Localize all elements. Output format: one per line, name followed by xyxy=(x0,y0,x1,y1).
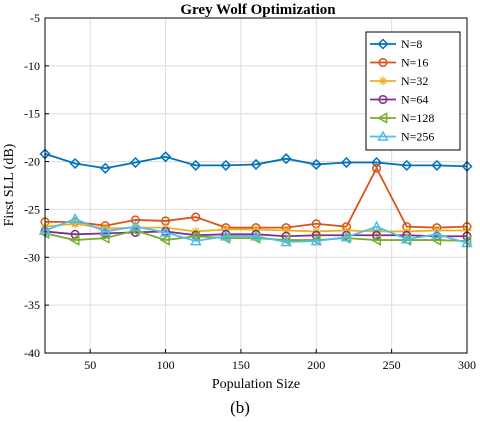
data-point xyxy=(69,234,80,246)
x-tick-label: 50 xyxy=(84,358,96,372)
plot-frame xyxy=(44,17,468,354)
legend-label: N=128 xyxy=(401,111,434,125)
data-point xyxy=(280,153,292,165)
legend-marker xyxy=(378,94,388,105)
x-tick-label: 300 xyxy=(458,358,476,372)
data-point xyxy=(220,159,232,171)
y-tick-label: -35 xyxy=(24,298,40,312)
series-line xyxy=(44,229,468,242)
legend-label: N=16 xyxy=(401,56,428,70)
y-tick-label: -10 xyxy=(24,59,40,73)
legend-label: N=8 xyxy=(401,37,422,51)
y-tick-label: -5 xyxy=(30,11,40,25)
data-point xyxy=(340,231,353,242)
x-tick-label: 200 xyxy=(307,358,325,372)
legend: N=8 N=16 N=32 N=64 N=128 N=256 xyxy=(365,31,461,151)
data-point xyxy=(99,232,110,244)
legend-marker xyxy=(377,38,389,50)
data-point xyxy=(129,220,142,232)
legend-box xyxy=(365,31,461,151)
data-point xyxy=(401,159,413,171)
data-point xyxy=(99,162,111,174)
y-tick-label: -25 xyxy=(24,202,40,216)
data-point xyxy=(340,156,352,169)
x-axis: 50 100 150 200 250 300 xyxy=(84,349,476,372)
data-point xyxy=(370,234,381,246)
data-point xyxy=(159,234,170,246)
data-point xyxy=(70,219,80,229)
x-tick-label: 100 xyxy=(157,358,175,372)
data-point xyxy=(400,233,413,244)
y-tick-label: -15 xyxy=(24,107,40,121)
legend-entry: N=64 xyxy=(370,93,428,107)
y-axis-label: First SLL (dB) xyxy=(2,143,17,226)
data-point xyxy=(191,212,201,222)
data-point xyxy=(129,156,141,169)
series-line xyxy=(44,218,468,244)
chart-title: Grey Wolf Optimization xyxy=(180,2,336,18)
data-point xyxy=(69,212,81,224)
x-axis-label: Population Size xyxy=(212,377,300,392)
data-point xyxy=(431,228,443,239)
data-point xyxy=(310,158,322,171)
data-point xyxy=(159,226,172,237)
data-point xyxy=(310,234,323,246)
y-tick-label: -40 xyxy=(24,346,40,360)
legend-entry: N=256 xyxy=(370,130,434,144)
y-tick-label: -20 xyxy=(24,155,40,169)
legend-marker xyxy=(378,76,388,86)
data-point xyxy=(99,225,112,236)
data-point xyxy=(190,159,202,171)
data-point xyxy=(370,220,383,232)
data-point xyxy=(160,151,172,163)
series-n-8 xyxy=(39,148,473,174)
y-tick-label: -30 xyxy=(24,250,40,264)
legend-entry: N=128 xyxy=(370,111,434,125)
data-point xyxy=(372,163,382,173)
legend-entry: N=32 xyxy=(370,74,428,88)
legend-label: N=32 xyxy=(401,74,428,88)
x-tick-label: 150 xyxy=(232,358,250,372)
legend-marker xyxy=(378,57,388,68)
legend-entry: N=8 xyxy=(370,37,422,51)
legend-marker xyxy=(376,112,388,124)
data-point xyxy=(250,158,262,171)
series-n-256 xyxy=(39,212,473,248)
legend-marker xyxy=(377,130,389,141)
y-axis: -40 -35 -30 -25 -20 -15 -10 -5 xyxy=(24,11,49,360)
data-point xyxy=(69,157,81,170)
data-point xyxy=(280,235,292,247)
figure-caption: (b) xyxy=(230,398,250,417)
legend-label: N=64 xyxy=(401,93,428,107)
legend-label: N=256 xyxy=(401,130,434,144)
data-point xyxy=(431,159,443,171)
data-point xyxy=(250,230,262,241)
data-point xyxy=(220,230,232,241)
data-point xyxy=(189,234,202,246)
legend-entry: N=16 xyxy=(370,56,428,70)
series-line xyxy=(44,153,468,170)
x-tick-label: 250 xyxy=(383,358,401,372)
